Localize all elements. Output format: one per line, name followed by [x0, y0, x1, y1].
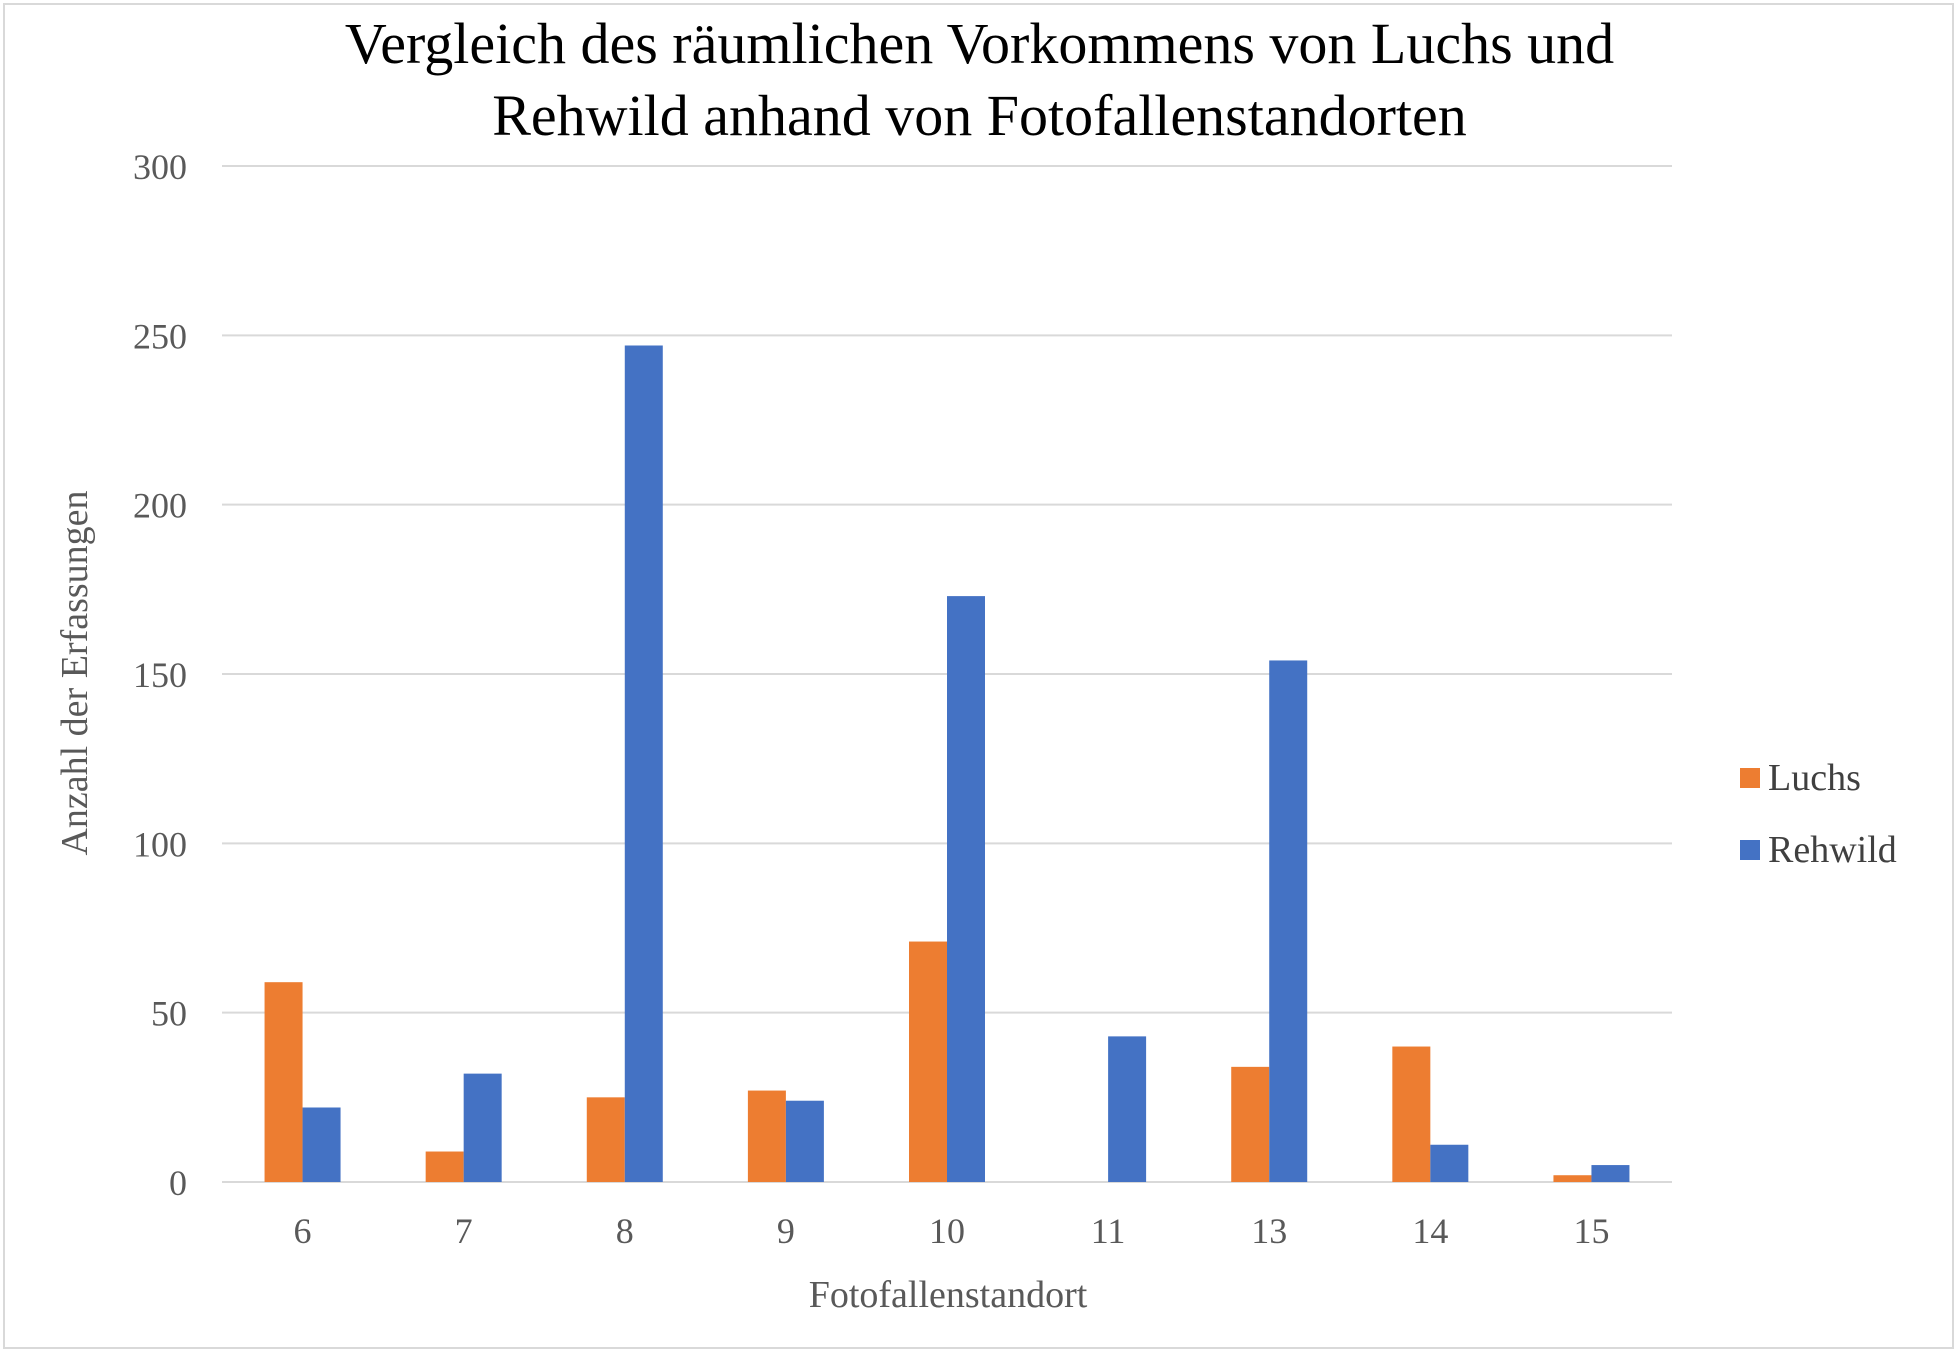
- x-axis-title: Fotofallenstandort: [809, 1274, 1088, 1316]
- x-tick-label: 15: [1573, 1211, 1609, 1251]
- bar-luchs-14: [1392, 1046, 1431, 1182]
- bar-luchs-9: [747, 1090, 786, 1182]
- bar-luchs-13: [1231, 1066, 1270, 1182]
- bars: [264, 345, 1630, 1182]
- bar-rehwild-6: [302, 1107, 341, 1182]
- bar-rehwild-14: [1430, 1144, 1469, 1182]
- legend-label-luchs: Luchs: [1768, 757, 1861, 799]
- x-tick-label: 11: [1091, 1211, 1126, 1251]
- bar-rehwild-11: [1108, 1036, 1147, 1182]
- bar-luchs-10: [909, 941, 947, 1182]
- legend-item-rehwild: Rehwild: [1740, 814, 1897, 886]
- x-tick-label: 7: [455, 1211, 473, 1251]
- y-tick-label: 0: [169, 1163, 187, 1203]
- bar-rehwild-7: [463, 1073, 502, 1182]
- bar-luchs-8: [586, 1097, 625, 1182]
- bar-rehwild-15: [1591, 1165, 1630, 1182]
- legend-swatch-rehwild: [1740, 840, 1760, 860]
- chart-title: Vergleich des räumlichen Vorkommens von …: [0, 8, 1959, 152]
- y-tick-label: 300: [133, 147, 187, 187]
- y-axis-title: Anzahl der Erfassungen: [54, 490, 96, 855]
- legend: Luchs Rehwild: [1740, 742, 1897, 886]
- x-tick-label: 6: [294, 1211, 312, 1251]
- bar-rehwild-13: [1269, 660, 1308, 1182]
- bar-rehwild-10: [947, 596, 985, 1182]
- bar-luchs-7: [425, 1151, 464, 1182]
- y-tick-label: 250: [133, 316, 187, 356]
- y-tick-label: 150: [133, 655, 187, 695]
- chart-title-line-1: Vergleich des räumlichen Vorkommens von …: [344, 11, 1615, 76]
- y-tick-label: 200: [133, 486, 187, 526]
- bar-rehwild-8: [624, 345, 663, 1182]
- bar-luchs-6: [264, 982, 303, 1182]
- bar-rehwild-9: [785, 1100, 824, 1182]
- bar-luchs-15: [1553, 1175, 1592, 1182]
- x-tick-label: 13: [1251, 1211, 1287, 1251]
- y-tick-label: 50: [151, 994, 187, 1034]
- y-tick-label: 100: [133, 824, 187, 864]
- legend-swatch-luchs: [1740, 768, 1760, 788]
- x-tick-label: 10: [929, 1211, 965, 1251]
- x-tick-label: 9: [777, 1211, 795, 1251]
- legend-item-luchs: Luchs: [1740, 742, 1897, 814]
- x-tick-label: 14: [1412, 1211, 1448, 1251]
- legend-label-rehwild: Rehwild: [1768, 829, 1897, 871]
- axes: 0 50 100 150 200 250 300 6 7 8 9 10 11 13 14 15: [133, 147, 1609, 1251]
- x-tick-label: 8: [616, 1211, 634, 1251]
- chart-title-line-2: Rehwild anhand von Fotofallenstandorten: [492, 83, 1467, 148]
